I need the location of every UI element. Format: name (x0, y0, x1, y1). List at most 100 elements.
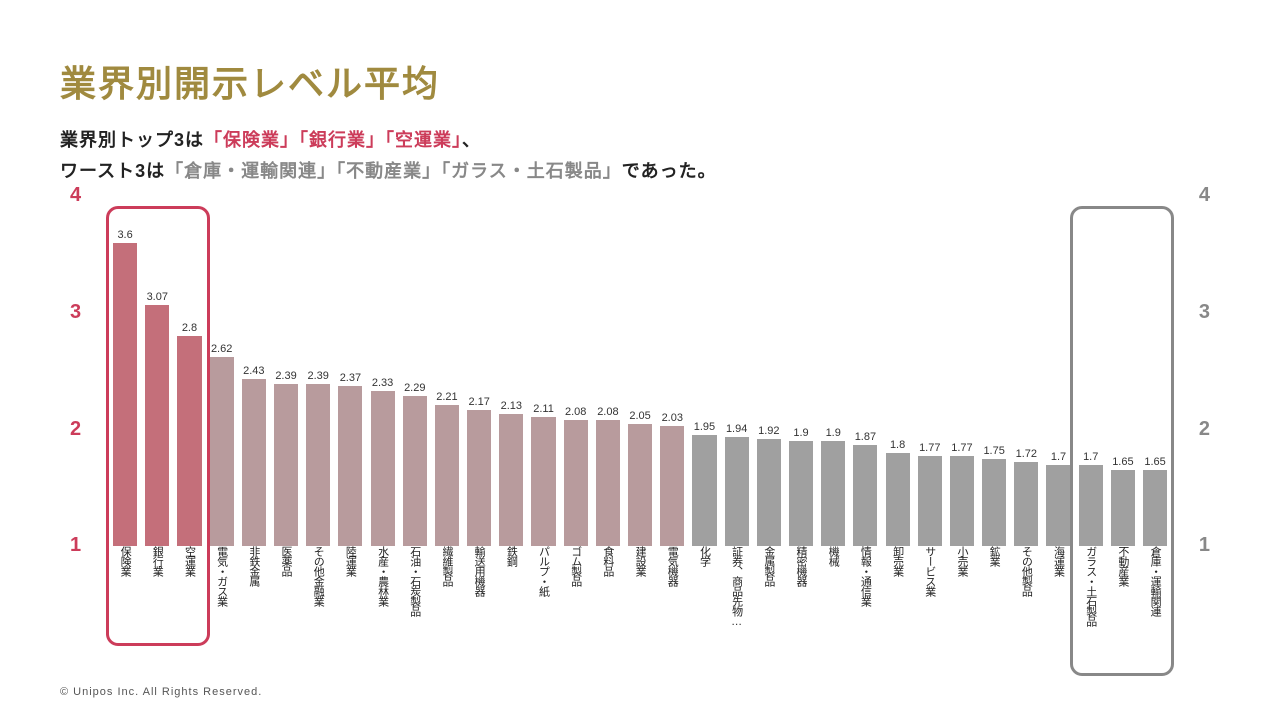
x-label: 小売業 (947, 546, 977, 626)
bar-value-label: 1.65 (1144, 456, 1165, 468)
bar-value-label: 2.11 (533, 403, 554, 415)
subtitle-2-post: であった。 (622, 161, 717, 181)
bar-rect (371, 391, 395, 546)
bar-col: 2.08 (593, 196, 623, 546)
bar-value-label: 1.9 (793, 427, 808, 439)
x-label: その他金融業 (303, 546, 333, 626)
y-tick-left: 4 (70, 184, 81, 207)
x-label: 証券、商品先物… (722, 546, 752, 626)
x-label: 非鉄金属 (239, 546, 269, 626)
x-label: ゴム製品 (561, 546, 591, 626)
x-label: 医薬品 (271, 546, 301, 626)
y-tick-right: 3 (1199, 301, 1210, 324)
bar-rect (628, 424, 652, 547)
bar-col: 2.39 (303, 196, 333, 546)
x-label: 海運業 (1043, 546, 1073, 626)
x-label: 水産・農林業 (368, 546, 398, 626)
footer-copyright: © Unipos Inc. All Rights Reserved. (60, 686, 262, 698)
bar-value-label: 2.13 (501, 400, 522, 412)
x-label: 鉄鋼 (496, 546, 526, 626)
bar-col: 2.13 (496, 196, 526, 546)
subtitle-2-pre: ワースト3は (60, 161, 165, 181)
bar-value-label: 2.33 (372, 377, 393, 389)
bar-rect (853, 445, 877, 547)
bar-value-label: 1.8 (890, 439, 905, 451)
bar-rect (789, 441, 813, 546)
bar-rect (950, 456, 974, 546)
bar-rect (918, 456, 942, 546)
bar-rect (499, 414, 523, 546)
x-label: 精密機器 (786, 546, 816, 626)
bar-value-label: 1.7 (1051, 451, 1066, 463)
bar-rect (757, 439, 781, 546)
bar-rect (435, 405, 459, 546)
bar-value-label: 2.03 (662, 412, 683, 424)
bar-col: 1.92 (754, 196, 784, 546)
bar-col: 2.08 (561, 196, 591, 546)
bar-value-label: 1.77 (919, 442, 940, 454)
bar-col: 2.17 (464, 196, 494, 546)
x-label: 銀行業 (142, 546, 172, 626)
bar-value-label: 2.39 (308, 370, 329, 382)
bar-rect (177, 336, 201, 546)
page-title: 業界別開示レベル平均 (60, 55, 1220, 107)
bar-value-label: 2.05 (629, 410, 650, 422)
bar-col: 1.7 (1076, 196, 1106, 546)
bar-col: 1.75 (979, 196, 1009, 546)
bar-value-label: 1.75 (983, 445, 1004, 457)
bar-col: 2.29 (400, 196, 430, 546)
bar-chart: 3.63.072.82.622.432.392.392.372.332.292.… (60, 196, 1220, 626)
x-label: 石油・石炭製品 (400, 546, 430, 626)
bar-rect (210, 357, 234, 546)
bar-col: 3.07 (142, 196, 172, 546)
bar-value-label: 2.62 (211, 343, 232, 355)
bar-value-label: 2.37 (340, 372, 361, 384)
x-label: 鉱業 (979, 546, 1009, 626)
bar-rect (1046, 465, 1070, 547)
bar-col: 2.21 (432, 196, 462, 546)
bar-value-label: 1.9 (826, 427, 841, 439)
x-label: 電気機器 (657, 546, 687, 626)
x-label: 金属製品 (754, 546, 784, 626)
bar-value-label: 1.7 (1083, 451, 1098, 463)
bar-col: 1.87 (850, 196, 880, 546)
x-label: 建設業 (625, 546, 655, 626)
subtitle-1-highlight: 「保険業」「銀行業」「空運業」 (204, 130, 462, 150)
bar-col: 1.9 (818, 196, 848, 546)
bar-rect (531, 417, 555, 547)
bar-col: 1.7 (1043, 196, 1073, 546)
bar-col: 2.37 (335, 196, 365, 546)
bar-value-label: 3.6 (117, 229, 132, 241)
bar-col: 2.11 (528, 196, 558, 546)
bar-rect (467, 410, 491, 547)
bar-value-label: 1.92 (758, 425, 779, 437)
y-tick-right: 2 (1199, 418, 1210, 441)
bar-value-label: 1.87 (855, 431, 876, 443)
bar-rect (1143, 470, 1167, 546)
bar-rect (403, 396, 427, 547)
bar-rect (660, 426, 684, 546)
bar-value-label: 2.43 (243, 365, 264, 377)
bar-col: 2.8 (174, 196, 204, 546)
bar-rect (274, 384, 298, 546)
subtitle: 業界別トップ3は「保険業」「銀行業」「空運業」、 ワースト3は「倉庫・運輸関連」… (60, 125, 1220, 186)
bar-col: 1.65 (1108, 196, 1138, 546)
bar-col: 2.05 (625, 196, 655, 546)
x-label: 保険業 (110, 546, 140, 626)
bar-value-label: 1.77 (951, 442, 972, 454)
x-label: その他製品 (1011, 546, 1041, 626)
bar-value-label: 2.08 (597, 406, 618, 418)
x-label: 繊維製品 (432, 546, 462, 626)
x-label: 化学 (689, 546, 719, 626)
bar-rect (242, 379, 266, 546)
bar-value-label: 3.07 (147, 291, 168, 303)
x-label: 機械 (818, 546, 848, 626)
x-label: 輸送用機器 (464, 546, 494, 626)
x-label: ガラス・土石製品 (1076, 546, 1106, 626)
bar-col: 1.72 (1011, 196, 1041, 546)
bar-col: 1.95 (689, 196, 719, 546)
bar-value-label: 2.8 (182, 322, 197, 334)
y-tick-left: 3 (70, 301, 81, 324)
bar-value-label: 1.65 (1112, 456, 1133, 468)
bar-value-label: 1.94 (726, 423, 747, 435)
